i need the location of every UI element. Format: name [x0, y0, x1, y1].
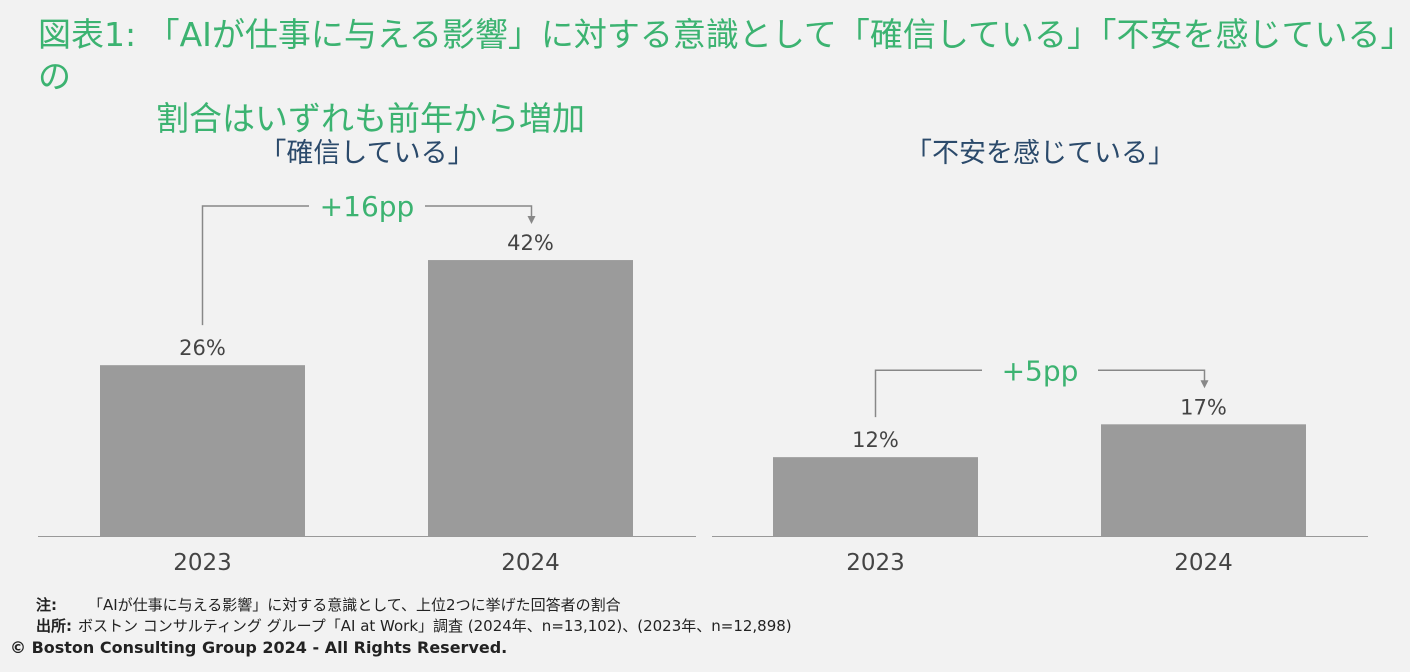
panel-2-value-label-2023: 12%: [852, 428, 899, 452]
panel-1-value-label-2024: 42%: [507, 231, 554, 255]
panel-2-category-label-2024: 2024: [1174, 550, 1233, 576]
panel-1-category-label-2024: 2024: [501, 550, 560, 576]
panel-1-value-label-2023: 26%: [179, 336, 226, 360]
panel-2-value-label-2024: 17%: [1180, 395, 1227, 419]
panel-2-title: 「不安を感じている」: [905, 138, 1175, 169]
title-line-1: 図表1: 「AIが仕事に与える影響」に対する意識として「確信している」「不安を感…: [38, 15, 1397, 96]
panel-1-bracket-arrow: [527, 216, 536, 225]
panel-1-title: 「確信している」: [259, 138, 474, 169]
panel-1-category-label-2023: 2023: [173, 550, 232, 576]
chart-title: 図表1: 「AIが仕事に与える影響」に対する意識として「確信している」「不安を感…: [38, 14, 1398, 140]
panel-2-bracket-arrow: [1200, 380, 1209, 389]
panel-2-bracket-left: [874, 369, 982, 418]
panel-1-bar-2023: [100, 365, 305, 536]
footnotes: 注: 「AIが仕事に与える影響」に対する意識として、上位2つに挙げた回答者の割合 …: [10, 595, 1390, 658]
panel-1-change-label: +16pp: [320, 190, 415, 223]
note-row: 注: 「AIが仕事に与える影響」に対する意識として、上位2つに挙げた回答者の割合: [10, 595, 1390, 616]
source-label: 出所:: [36, 617, 72, 635]
source-text: ボストン コンサルティング グループ「AI at Work」調査 (2024年、…: [78, 617, 792, 635]
panel-1-bar-2024: [428, 260, 633, 536]
note-label: 注:: [36, 596, 57, 614]
panel-2-bar-2023: [773, 457, 978, 536]
panel-1-bracket-left: [201, 205, 309, 326]
title-line-2: 割合はいずれも前年から増加: [156, 99, 585, 138]
copyright: © Boston Consulting Group 2024 - All Rig…: [10, 638, 508, 657]
bar-charts: 「確信している」 26% 2023 42% 2024 +16pp 「不安を感じている」 12%…: [38, 138, 1368, 576]
panel-2-change-label: +5pp: [1002, 354, 1079, 387]
source-row: 出所: ボストン コンサルティング グループ「AI at Work」調査 (202…: [10, 616, 1390, 637]
panel-2-bracket-right: [1098, 369, 1206, 383]
panel-1-bracket-right: [425, 205, 533, 219]
panel-2-category-label-2023: 2023: [846, 550, 905, 576]
note-text: 「AIが仕事に与える影響」に対する意識として、上位2つに挙げた回答者の割合: [88, 596, 621, 614]
panel-2-bar-2024: [1101, 424, 1306, 536]
